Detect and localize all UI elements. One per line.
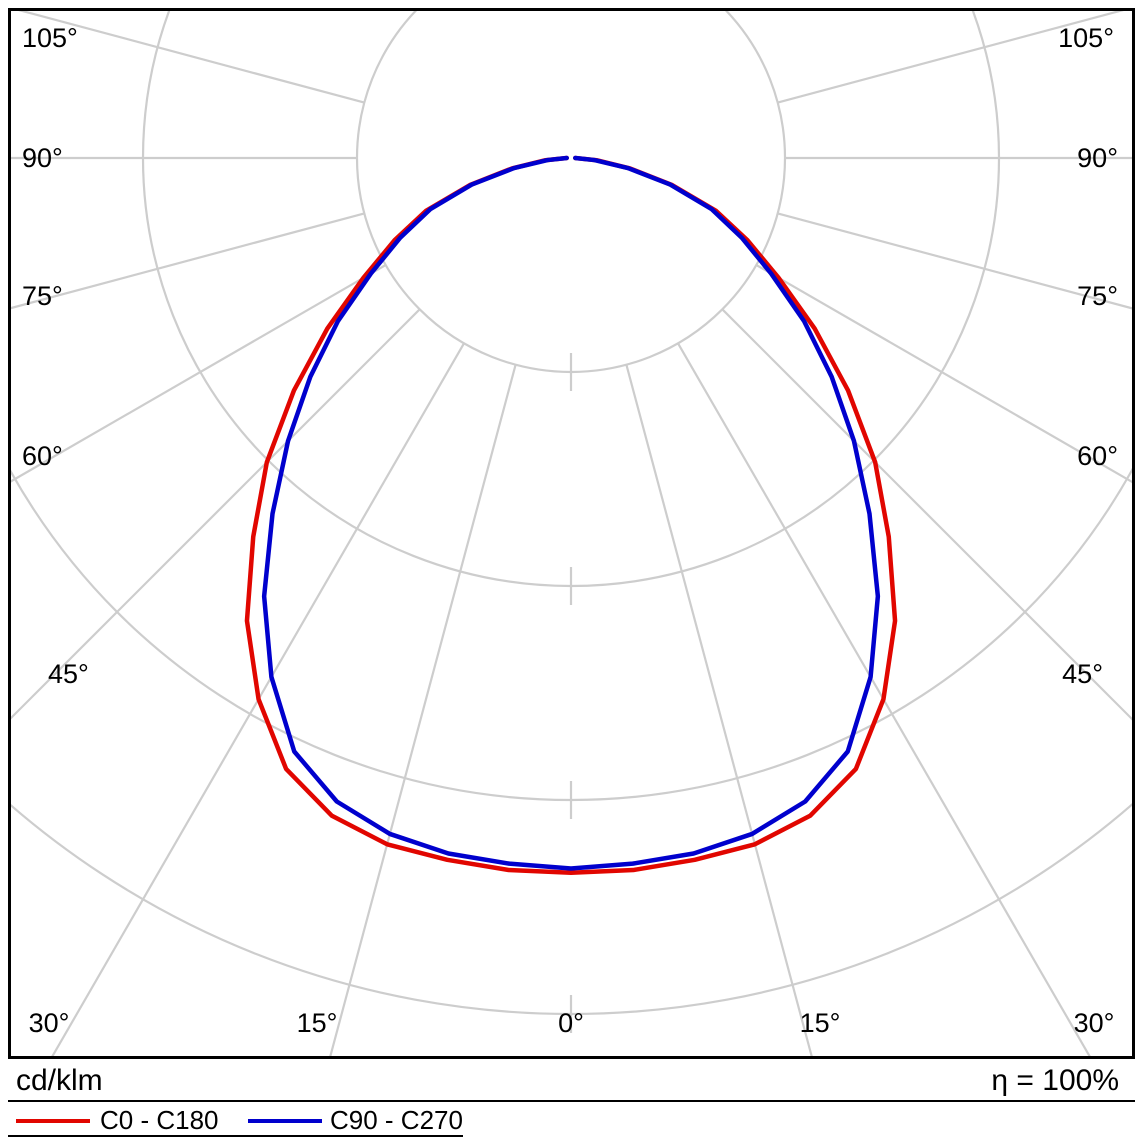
grid-radial-left-45 bbox=[11, 308, 421, 720]
grid-radial-left-105 bbox=[18, 11, 365, 104]
polar-plot-frame: 105° 90° 75° 60° 45° 30° 15° 0° 15° 30° 45° 60° 75° 9… bbox=[8, 8, 1135, 1059]
legend-line-c90-c270 bbox=[248, 1119, 322, 1123]
curve-C0-C180 bbox=[244, 155, 898, 876]
angle-label-4: 45° bbox=[48, 659, 89, 689]
units-label: cd/klm bbox=[16, 1064, 103, 1097]
angle-label-14: 105° bbox=[1058, 23, 1114, 53]
curve-C90-C270 bbox=[261, 155, 881, 871]
legend-line-c0-c180 bbox=[16, 1119, 90, 1123]
angle-label-3: 60° bbox=[22, 441, 63, 471]
grid-radial-left-60 bbox=[11, 264, 387, 483]
angle-label-0: 105° bbox=[22, 23, 78, 53]
angle-label-10: 45° bbox=[1062, 659, 1103, 689]
angle-label-9: 30° bbox=[1074, 1008, 1115, 1038]
legend-label-c90-c270: C90 - C270 bbox=[330, 1105, 463, 1135]
angle-label-8: 15° bbox=[800, 1008, 841, 1038]
grid-radial-left-30 bbox=[51, 342, 465, 1056]
grid-radial-left-15 bbox=[329, 364, 517, 1056]
grid-radial-right-15 bbox=[625, 364, 813, 1056]
angle-label-2: 75° bbox=[22, 281, 63, 311]
grid-ring-1 bbox=[355, 11, 787, 374]
grid-radial-right-45 bbox=[721, 308, 1132, 721]
grid-radial-right-75 bbox=[777, 212, 1132, 310]
grid-radial-right-60 bbox=[755, 264, 1132, 484]
angle-label-12: 75° bbox=[1077, 281, 1118, 311]
legend-label-c0-c180: C0 - C180 bbox=[100, 1105, 219, 1135]
grid-ring-4 bbox=[11, 802, 1132, 1015]
grid-radial-left-75 bbox=[11, 212, 365, 310]
angle-label-7: 0° bbox=[558, 1008, 584, 1038]
grid-radial-right-30 bbox=[677, 342, 1091, 1056]
horizontal-divider-top bbox=[8, 1100, 1135, 1102]
angle-label-5: 30° bbox=[29, 1008, 70, 1038]
angle-label-13: 90° bbox=[1077, 143, 1118, 173]
light-output-ratio-label: η = 100% bbox=[991, 1064, 1119, 1097]
grid-ring-3 bbox=[11, 467, 1132, 801]
grid-radial-right-105 bbox=[777, 11, 1124, 104]
angle-label-6: 15° bbox=[297, 1008, 338, 1038]
grid-ring-2 bbox=[142, 11, 1000, 587]
angle-label-1: 90° bbox=[22, 143, 63, 173]
polar-diagram-svg: 105° 90° 75° 60° 45° 30° 15° 0° 15° 30° 45° 60° 75° 9… bbox=[11, 11, 1132, 1056]
horizontal-divider-bottom bbox=[8, 1135, 463, 1137]
angle-label-11: 60° bbox=[1077, 441, 1118, 471]
